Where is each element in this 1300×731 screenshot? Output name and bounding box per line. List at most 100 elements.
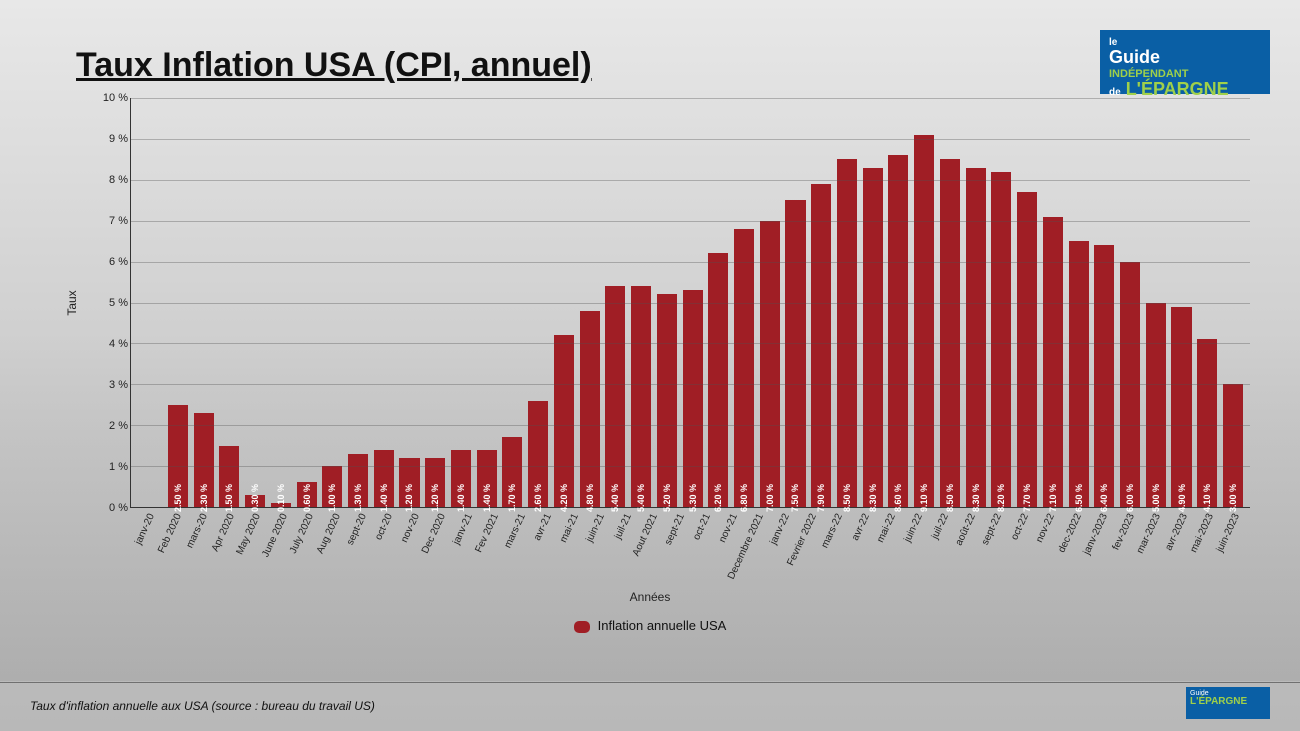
bar-value-label: 2.30 % bbox=[199, 484, 209, 512]
x-tick-label: août-22 bbox=[953, 512, 977, 547]
bar-value-label: 6.40 % bbox=[1099, 484, 1109, 512]
y-tick: 10 % bbox=[98, 92, 128, 104]
bar-value-label: 4.10 % bbox=[1202, 484, 1212, 512]
bar-value-label: 8.30 % bbox=[971, 484, 981, 512]
bar: 7.10 % bbox=[1043, 217, 1063, 507]
gridline bbox=[131, 384, 1250, 385]
bar: 4.10 % bbox=[1197, 339, 1217, 507]
x-tick-label: Fev 2021 bbox=[474, 512, 502, 554]
x-tick-label: Apr 2020 bbox=[209, 512, 236, 553]
bar: 5.40 % bbox=[631, 286, 651, 507]
bar: 6.40 % bbox=[1094, 245, 1114, 507]
x-tick-label: juil-22 bbox=[930, 512, 951, 541]
bar: 1.00 % bbox=[322, 466, 342, 507]
x-tick-label: juin-22 bbox=[902, 512, 925, 544]
bar-value-label: 8.30 % bbox=[868, 484, 878, 512]
gridline bbox=[131, 98, 1250, 99]
x-tick-label: janv-20 bbox=[133, 512, 157, 546]
logo-line4-de: de bbox=[1109, 87, 1121, 98]
bar: 6.50 % bbox=[1069, 241, 1089, 507]
x-tick-label: mars-20 bbox=[185, 512, 210, 550]
x-tick-label: avr-22 bbox=[850, 512, 872, 542]
bar-value-label: 3.00 % bbox=[1228, 484, 1238, 512]
x-tick-label: avr-2023 bbox=[1163, 512, 1190, 552]
bar: 5.20 % bbox=[657, 294, 677, 507]
bar: 7.00 % bbox=[760, 221, 780, 507]
y-tick: 3 % bbox=[98, 379, 128, 391]
legend-swatch bbox=[574, 621, 590, 633]
x-label-slot: août-22 bbox=[955, 512, 981, 602]
bar-value-label: 1.40 % bbox=[482, 484, 492, 512]
bar-value-label: 4.20 % bbox=[559, 484, 569, 512]
bar-value-label: 0.30 % bbox=[250, 484, 260, 512]
bar: 8.30 % bbox=[966, 168, 986, 507]
x-tick-label: sept-20 bbox=[345, 512, 369, 547]
plot-region: 2.50 %2.30 %1.50 %0.30 %0.10 %0.60 %1.00… bbox=[130, 98, 1250, 508]
brand-logo-small: Guide L'ÉPARGNE bbox=[1186, 687, 1270, 719]
bar: 0.30 % bbox=[245, 495, 265, 507]
bar-value-label: 5.40 % bbox=[610, 484, 620, 512]
bar: 7.70 % bbox=[1017, 192, 1037, 507]
x-label-slot: janv-2023 bbox=[1087, 512, 1113, 602]
bar-value-label: 1.50 % bbox=[224, 484, 234, 512]
legend-label: Inflation annuelle USA bbox=[598, 618, 727, 633]
x-tick-label: oct-20 bbox=[374, 512, 396, 542]
bar-value-label: 1.30 % bbox=[353, 484, 363, 512]
bar: 2.50 % bbox=[168, 405, 188, 507]
bar-value-label: 8.50 % bbox=[842, 484, 852, 512]
bar-value-label: 1.00 % bbox=[327, 484, 337, 512]
bar-value-label: 0.60 % bbox=[302, 484, 312, 512]
bar: 7.90 % bbox=[811, 184, 831, 507]
y-tick: 1 % bbox=[98, 461, 128, 473]
bar: 1.50 % bbox=[219, 446, 239, 507]
x-tick-label: oct-22 bbox=[1009, 512, 1031, 542]
x-tick-label: nov-20 bbox=[399, 512, 422, 544]
x-label-slot: janv-21 bbox=[452, 512, 478, 602]
x-tick-label: juin-2023 bbox=[1215, 512, 1242, 554]
gridline bbox=[131, 343, 1250, 344]
x-label-slot: Aug 2020 bbox=[319, 512, 345, 602]
bar: 1.40 % bbox=[477, 450, 497, 507]
x-tick-label: mars-21 bbox=[502, 512, 527, 550]
bar-value-label: 6.00 % bbox=[1125, 484, 1135, 512]
x-tick-label: Dec 2020 bbox=[420, 512, 448, 555]
bar-value-label: 1.70 % bbox=[507, 484, 517, 512]
x-label-slot: juin-21 bbox=[584, 512, 610, 602]
bar: 8.60 % bbox=[888, 155, 908, 507]
bar-value-label: 7.00 % bbox=[765, 484, 775, 512]
bar-value-label: 7.10 % bbox=[1048, 484, 1058, 512]
x-label-slot: fev-2023 bbox=[1113, 512, 1139, 602]
bar: 1.30 % bbox=[348, 454, 368, 507]
bar-value-label: 0.10 % bbox=[276, 484, 286, 512]
bar-value-label: 2.60 % bbox=[533, 484, 543, 512]
x-label-slot: sept-20 bbox=[346, 512, 372, 602]
x-label-slot: avr-22 bbox=[849, 512, 875, 602]
x-label-slot: avr-21 bbox=[531, 512, 557, 602]
bar-value-label: 5.00 % bbox=[1151, 484, 1161, 512]
bar: 1.40 % bbox=[374, 450, 394, 507]
gridline bbox=[131, 180, 1250, 181]
x-tick-label: janv-22 bbox=[769, 512, 793, 546]
x-label-slot: oct-20 bbox=[372, 512, 398, 602]
bar: 4.90 % bbox=[1171, 307, 1191, 507]
bar-value-label: 1.20 % bbox=[430, 484, 440, 512]
x-label-slot: mars-20 bbox=[187, 512, 213, 602]
logo-line4: L'ÉPARGNE bbox=[1126, 79, 1229, 99]
bar-value-label: 5.40 % bbox=[636, 484, 646, 512]
y-axis-label: Taux bbox=[65, 290, 79, 315]
bar-value-label: 1.40 % bbox=[456, 484, 466, 512]
x-tick-label: janv-21 bbox=[451, 512, 475, 546]
x-tick-label: Aug 2020 bbox=[314, 512, 342, 555]
x-tick-label: avr-21 bbox=[532, 512, 554, 542]
bar-value-label: 6.20 % bbox=[713, 484, 723, 512]
y-tick: 8 % bbox=[98, 174, 128, 186]
x-tick-label: mai-22 bbox=[875, 512, 898, 544]
x-label-slot: July 2020 bbox=[293, 512, 319, 602]
bar-value-label: 8.20 % bbox=[996, 484, 1006, 512]
bar-value-label: 9.10 % bbox=[919, 484, 929, 512]
x-label-slot: mai-22 bbox=[875, 512, 901, 602]
bar-value-label: 8.50 % bbox=[945, 484, 955, 512]
bar-value-label: 1.40 % bbox=[379, 484, 389, 512]
bar: 8.20 % bbox=[991, 172, 1011, 507]
bar: 8.50 % bbox=[940, 159, 960, 507]
